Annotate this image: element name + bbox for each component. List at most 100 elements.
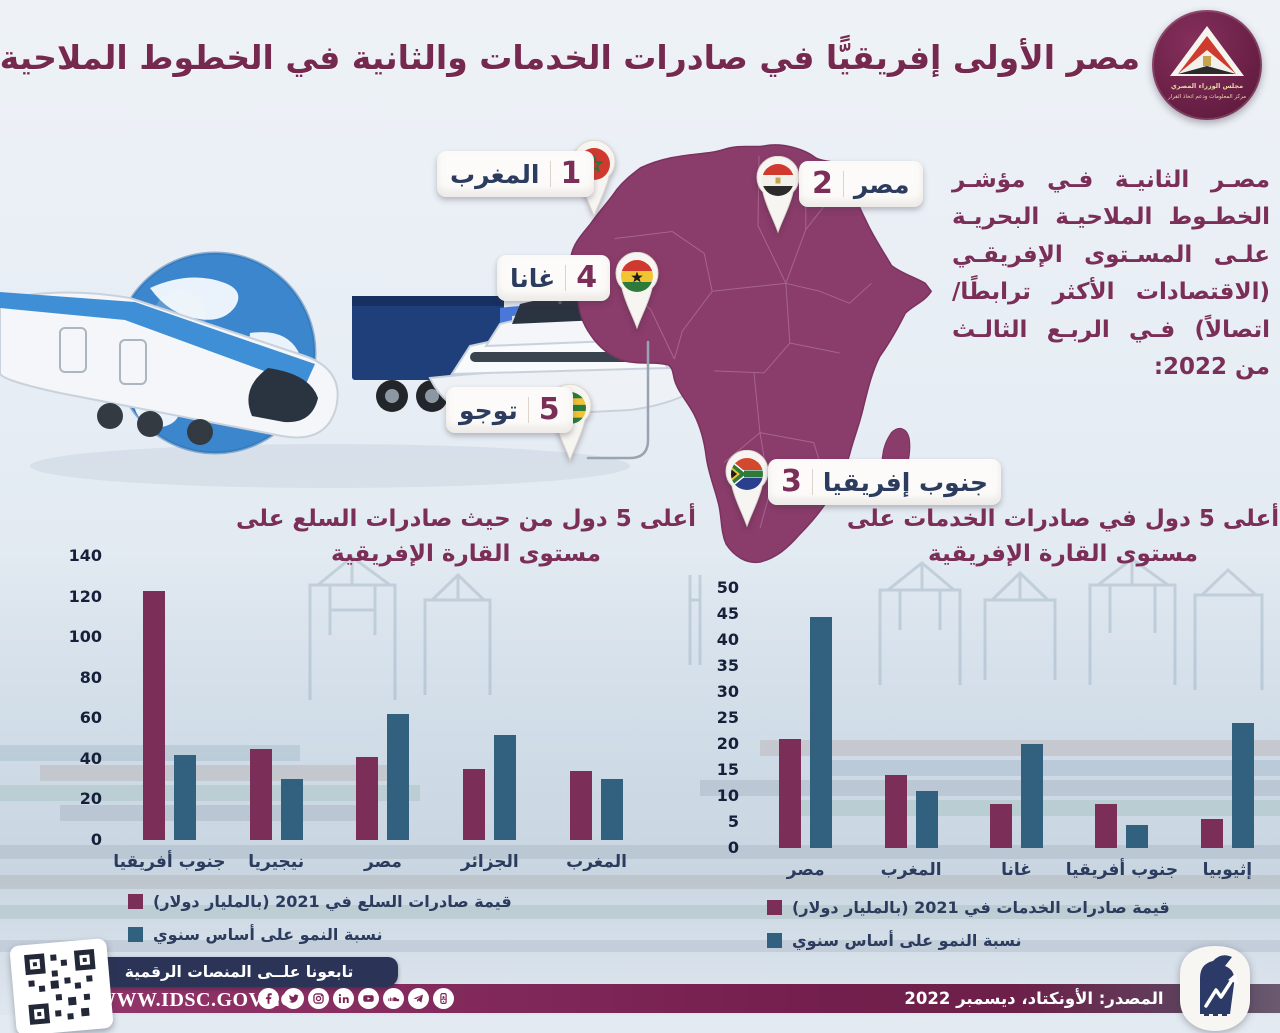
bar [387, 714, 410, 840]
legend-item: قيمة صادرات الخدمات في 2021 (بالمليار دو… [767, 898, 1280, 917]
category-label: المغرب [566, 852, 628, 872]
ground-shadow [30, 444, 630, 488]
services-bars: مصر المغرب غانا جنوب أفريقيا إثيوبيا [753, 588, 1280, 880]
egypt-pin [756, 156, 800, 234]
telegram-icon[interactable] [408, 988, 429, 1009]
bar-group: جنوب أفريقيا [113, 556, 226, 872]
y-axis-tick: 120 [68, 586, 102, 606]
morocco-label: المغرب 1 [437, 151, 595, 197]
south-africa-flag-icon [731, 458, 763, 490]
bar [1126, 824, 1149, 848]
country-name: مصر [853, 169, 910, 199]
mobile-app-icon[interactable] [433, 988, 454, 1009]
source-text: المصدر: الأونكتاد، ديسمبر 2022 [904, 989, 1164, 1008]
legend-swatch [128, 927, 143, 942]
train-icon [0, 291, 339, 445]
soundcloud-icon[interactable] [383, 988, 404, 1009]
goods-exports-chart: جنوب أفريقيا نيجيريا مصر الجزائر المغرب 0 20 4… [58, 548, 650, 958]
bar [810, 616, 833, 848]
page-title: مصر الأولى إفريقيًّا في صادرات الخدمات و… [0, 38, 1140, 77]
website-url[interactable]: WWW.IDSC.GOV.EG [96, 989, 297, 1011]
bar [915, 790, 938, 848]
rank-number: 4 [576, 260, 598, 295]
legend-swatch [767, 900, 782, 915]
rank-number: 3 [781, 464, 802, 499]
bar-group: غانا [964, 588, 1069, 880]
bar [601, 779, 624, 840]
legend-item: قيمة صادرات السلع في 2021 (بالمليار دولا… [128, 892, 650, 911]
bar [990, 803, 1013, 848]
ghana-flag-icon [621, 260, 653, 292]
intro-paragraph: مصـر الثانيـة فـي مؤشـر الخطـوط الملاحيـ… [952, 167, 1270, 381]
category-label: الجزائر [460, 852, 519, 872]
bar-group: مصر [330, 556, 437, 872]
idsc-cabinet-logo: مجلس الوزراء المصري مركز المعلومات ودعم … [1152, 10, 1262, 120]
egypt-label: 2 مصر [799, 161, 923, 207]
bar [494, 734, 517, 840]
country-name: غانا [510, 263, 556, 293]
legend-label: قيمة صادرات السلع في 2021 (بالمليار دولا… [153, 892, 512, 911]
y-axis-tick: 40 [79, 748, 102, 768]
qr-code[interactable] [9, 937, 114, 1033]
y-axis-tick: 50 [716, 578, 739, 597]
legend-label: نسبة النمو على أساس سنوي [792, 931, 1022, 950]
logo-text-line1: مجلس الوزراء المصري [1171, 82, 1243, 90]
globe-icon [113, 251, 317, 455]
rank-number: 5 [538, 392, 560, 427]
twitter-icon[interactable] [283, 988, 304, 1009]
bar [779, 738, 802, 848]
youtube-icon[interactable] [358, 988, 379, 1009]
services-chart-title: أعلى 5 دول في صادرات الخدمات على مستوى ا… [846, 506, 1280, 567]
category-label: مصر [786, 860, 825, 880]
category-label: نيجيريا [248, 852, 305, 872]
bar [173, 754, 196, 840]
legend-label: قيمة صادرات الخدمات في 2021 (بالمليار دو… [792, 898, 1170, 917]
y-axis-tick: 5 [727, 812, 739, 831]
bar-group: إثيوبيا [1175, 588, 1280, 880]
y-axis-tick: 35 [716, 656, 739, 675]
category-label: غانا [1001, 860, 1032, 880]
y-axis-tick: 80 [79, 667, 102, 687]
legend-swatch [128, 894, 143, 909]
y-axis-tick: 100 [68, 627, 102, 647]
bar [249, 748, 272, 840]
instagram-icon[interactable] [308, 988, 329, 1009]
divider [549, 161, 551, 187]
bar [570, 771, 593, 840]
linkedin-icon[interactable] [333, 988, 354, 1009]
social-icons-row [258, 988, 454, 1009]
bar-group: المغرب [858, 588, 963, 880]
bar [356, 756, 379, 840]
rank-number: 1 [560, 156, 582, 191]
rank-number: 2 [812, 166, 833, 201]
divider [842, 171, 844, 197]
y-axis-tick: 20 [79, 789, 102, 809]
divider [811, 469, 813, 495]
y-axis-tick: 15 [716, 760, 739, 779]
divider [527, 397, 529, 423]
idsc-eagle-badge [1176, 944, 1254, 1033]
bar [1200, 819, 1223, 848]
bar [1095, 803, 1118, 848]
category-label: جنوب أفريقيا [1065, 860, 1179, 880]
south-africa-label: 3 جنوب إفريقيا [768, 459, 1002, 505]
services-chart-plot: مصر المغرب غانا جنوب أفريقيا إثيوبيا 0 5 10 15 2… [717, 580, 1280, 880]
bar [1231, 723, 1254, 848]
y-axis-tick: 140 [68, 546, 102, 565]
bar [463, 769, 486, 840]
bar-group: جنوب أفريقيا [1066, 588, 1178, 880]
country-name: جنوب إفريقيا [822, 467, 989, 497]
follow-us-pill: تابعونا علــى المنصات الرقمية [80, 957, 398, 987]
y-axis-tick: 25 [716, 708, 739, 727]
facebook-icon[interactable] [258, 988, 279, 1009]
bar [280, 779, 303, 840]
bar-group: الجزائر [436, 556, 543, 872]
ghana-label: غانا 4 [497, 255, 611, 301]
bar-group: نيجيريا [223, 556, 330, 872]
category-label: إثيوبيا [1202, 860, 1253, 880]
y-axis-tick: 0 [90, 830, 102, 849]
bar-group: مصر [753, 588, 858, 880]
bar [1021, 744, 1044, 848]
services-legend: قيمة صادرات الخدمات في 2021 (بالمليار دو… [767, 898, 1280, 950]
